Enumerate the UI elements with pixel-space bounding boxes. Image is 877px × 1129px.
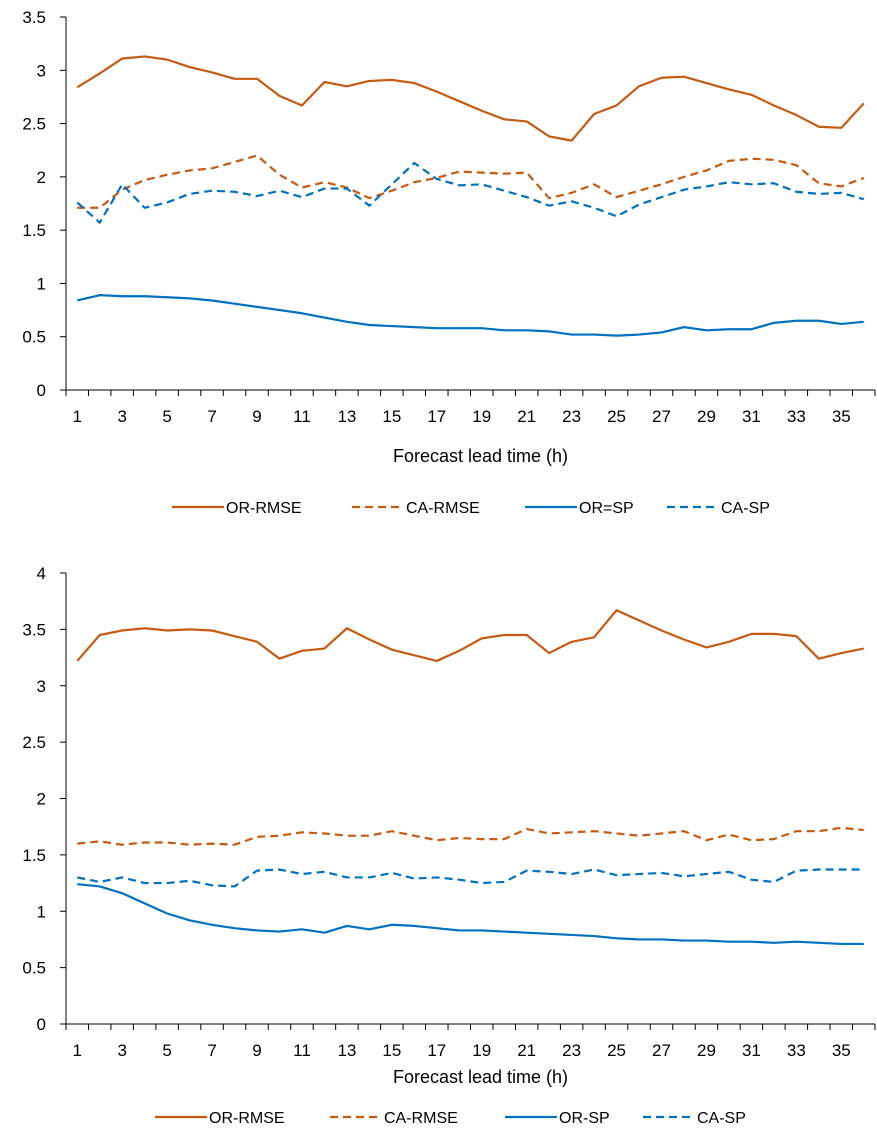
x-tick-label: 31 (742, 1041, 761, 1060)
x-tick-label: 7 (207, 407, 216, 426)
x-tick-label: 13 (337, 1041, 356, 1060)
x-tick-label: 13 (337, 407, 356, 426)
x-tick-label: 23 (562, 407, 581, 426)
y-tick-label: 3.5 (22, 8, 46, 27)
y-tick-label: 3 (37, 677, 46, 696)
x-tick-label: 7 (207, 1041, 216, 1060)
legend-label: CA-SP (697, 1110, 746, 1127)
x-tick-label: 27 (652, 1041, 671, 1060)
x-tick-label: 1 (73, 407, 82, 426)
x-tick-label: 11 (293, 1041, 311, 1060)
legend-label: OR-RMSE (226, 500, 302, 517)
x-tick-label: 23 (562, 1041, 581, 1060)
y-tick-label: 1 (37, 902, 46, 921)
x-tick-label: 35 (832, 407, 851, 426)
series-line-ca-sp (77, 868, 864, 888)
y-tick-label: 2.5 (22, 733, 46, 752)
x-tick-label: 35 (832, 1041, 851, 1060)
legend: OR-RMSE CA-RMSE OR-SP CA-SP (155, 1110, 746, 1127)
y-tick-label: 3 (37, 61, 46, 80)
legend-label: OR-RMSE (209, 1110, 285, 1127)
y-tick-label: 2 (37, 790, 46, 809)
y-tick-label: 1.5 (22, 221, 46, 240)
series-line-ca-rmse (77, 154, 865, 209)
y-tick-label: 0.5 (22, 959, 46, 978)
chart-1: 00.511.522.533.51 3 5 7 9 11 13 15 17 19 21 23 25 27 2… (22, 8, 876, 517)
x-tick-label: 11 (293, 407, 311, 426)
x-tick-label: 27 (652, 407, 671, 426)
x-tick-label: 29 (697, 407, 716, 426)
x-tick-label: 33 (787, 407, 806, 426)
y-tick-label: 1.5 (22, 846, 46, 865)
x-tick-label: 3 (117, 407, 126, 426)
y-tick-label: 4 (37, 564, 46, 583)
x-tick-label: 5 (162, 407, 171, 426)
x-axis-title: Forecast lead time (h) (393, 1067, 568, 1087)
x-tick-label: 25 (607, 1041, 626, 1060)
x-tick-label: 5 (162, 1041, 171, 1060)
y-tick-label: 0.5 (22, 328, 46, 347)
series-line-or-sp (76, 294, 864, 337)
y-tick-label: 3.5 (22, 620, 46, 639)
legend-label: OR=SP (579, 500, 634, 517)
legend-label: CA-RMSE (384, 1110, 458, 1127)
legend-label: OR-SP (559, 1110, 610, 1127)
x-tick-label: 21 (517, 1041, 536, 1060)
series-line-or-sp (77, 883, 864, 946)
legend: OR-RMSE CA-RMSE OR=SP CA-SP (172, 500, 770, 517)
x-tick-label: 9 (252, 1041, 261, 1060)
series-line-or-rmse (76, 55, 865, 142)
y-tick-label: 1 (37, 274, 46, 293)
x-axis-title: Forecast lead time (h) (393, 446, 568, 466)
x-tick-label: 25 (607, 407, 626, 426)
series-line-or-rmse (76, 609, 864, 663)
x-tick-label: 29 (697, 1041, 716, 1060)
y-tick-label: 2 (37, 168, 46, 187)
y-tick-label: 2.5 (22, 115, 46, 134)
x-tick-label: 19 (472, 407, 491, 426)
x-tick-label: 1 (73, 1041, 82, 1060)
x-tick-label: 9 (252, 407, 261, 426)
legend-label: CA-RMSE (406, 500, 480, 517)
legend-label: CA-SP (721, 500, 770, 517)
x-tick-label: 15 (382, 1041, 401, 1060)
x-tick-label: 33 (787, 1041, 806, 1060)
x-tick-label: 31 (742, 407, 761, 426)
x-tick-label: 3 (117, 1041, 126, 1060)
x-tick-label: 17 (427, 407, 446, 426)
y-tick-label: 0 (37, 381, 46, 400)
x-tick-label: 21 (517, 407, 536, 426)
y-tick-label: 0 (37, 1015, 46, 1034)
x-tick-label: 19 (472, 1041, 491, 1060)
series-line-ca-sp (76, 161, 865, 224)
series-line-ca-rmse (77, 826, 864, 846)
x-tick-label: 15 (382, 407, 401, 426)
x-tick-label: 17 (427, 1041, 446, 1060)
chart-2: 00.511.522.533.541 3 5 7 9 11 13 15 17 19 21 23 25 27… (22, 564, 876, 1127)
